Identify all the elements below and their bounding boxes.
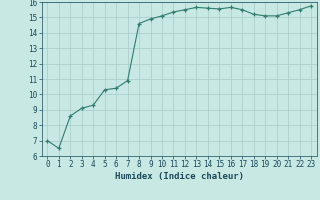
X-axis label: Humidex (Indice chaleur): Humidex (Indice chaleur) bbox=[115, 172, 244, 181]
